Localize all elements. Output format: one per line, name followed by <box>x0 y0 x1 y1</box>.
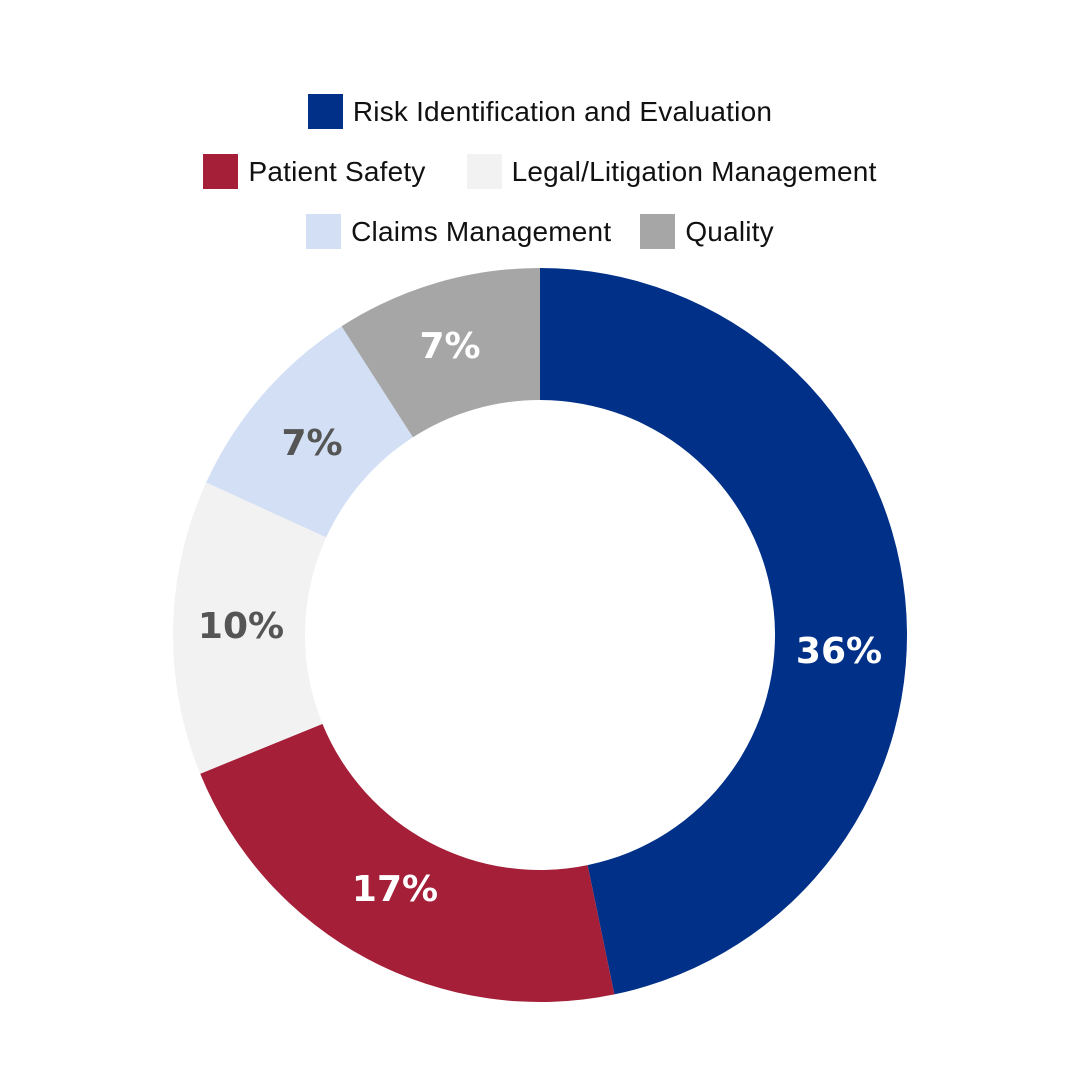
legend-row-3: Claims Management Quality <box>0 214 1080 249</box>
legend-item-claims-management: Claims Management <box>306 214 611 249</box>
legend-item-legal-litigation: Legal/Litigation Management <box>466 154 877 189</box>
legend-label: Claims Management <box>351 215 612 247</box>
slice-patient-safety <box>200 723 615 1002</box>
slice-label-risk-identification: 36% <box>796 631 882 672</box>
legend-item-quality: Quality <box>640 214 774 249</box>
slice-quality <box>341 268 540 438</box>
donut-slices <box>172 268 907 1002</box>
legend-swatch-legal-litigation <box>466 154 502 189</box>
legend-swatch-quality <box>640 214 676 249</box>
chart-legend: Risk Identification and Evaluation Patie… <box>0 0 1080 260</box>
legend-swatch-patient-safety <box>203 154 239 189</box>
slice-label-patient-safety: 17% <box>352 869 438 910</box>
slice-label-quality: 7% <box>419 326 480 367</box>
legend-item-patient-safety: Patient Safety <box>203 154 425 189</box>
legend-row-2: Patient Safety Legal/Litigation Manageme… <box>0 154 1080 189</box>
legend-label: Quality <box>685 215 774 247</box>
slice-risk-identification <box>540 268 907 995</box>
legend-swatch-claims-management <box>306 214 342 249</box>
slice-legal-litigation <box>172 482 327 774</box>
slice-labels: 36% 17% 10% 7% 7% <box>198 326 882 910</box>
slice-claims-management <box>206 326 413 538</box>
legend-item-risk-identification: Risk Identification and Evaluation <box>307 94 773 129</box>
legend-label: Patient Safety <box>248 155 426 187</box>
legend-label: Risk Identification and Evaluation <box>352 95 773 127</box>
legend-row-1: Risk Identification and Evaluation <box>0 94 1080 129</box>
legend-label: Legal/Litigation Management <box>511 155 877 187</box>
legend-swatch-risk-identification <box>307 94 343 129</box>
slice-label-claims-management: 7% <box>281 423 342 464</box>
slice-label-legal-litigation: 10% <box>198 606 284 647</box>
